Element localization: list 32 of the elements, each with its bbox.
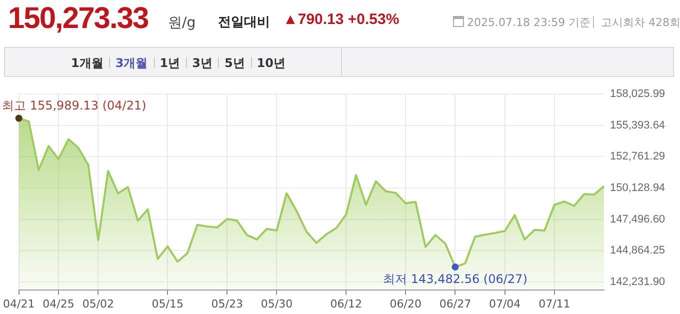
y-tick-label: 155,393.64 [610, 119, 666, 132]
x-tick-label: 07/04 [488, 297, 521, 310]
y-tick-label: 158,025.99 [610, 88, 666, 100]
annotation: 최고 155,989.13 (04/21) [2, 98, 146, 112]
y-tick-label: 142,231.90 [610, 276, 666, 288]
x-tick-label: 06/20 [390, 297, 422, 310]
x-tick-label: 05/30 [260, 297, 293, 310]
y-tick-label: 150,128.94 [610, 182, 666, 194]
text: 10년 [256, 55, 286, 72]
text: 3년 [192, 55, 212, 72]
x-tick-label: 05/02 [82, 297, 114, 310]
text: 1년 [160, 55, 180, 72]
y-tick-label: 147,496.60 [610, 213, 666, 226]
x-tick-label: 05/15 [152, 297, 184, 310]
text: 전일대비 [218, 14, 270, 31]
y-tick-label: 144,864.25 [610, 244, 666, 257]
text: 원/g [168, 14, 196, 32]
text: 1개월 [71, 55, 104, 72]
text: 2025.07.18 23:59 기준 [467, 15, 591, 30]
x-tick-label: 07/11 [538, 297, 570, 310]
x-tick-label: 06/27 [439, 297, 472, 310]
text: 5년 [224, 55, 245, 72]
text: 고시회차 428회 [601, 15, 680, 30]
annotation: 최저 143,482.56 (06/27) [383, 272, 528, 286]
x-tick-label: 06/12 [330, 297, 362, 310]
x-tick-label: 04/25 [42, 297, 74, 310]
text: 3개월 [115, 55, 148, 72]
x-tick-label: 05/23 [211, 297, 243, 310]
text: ▲790.13 +0.53% [283, 11, 400, 28]
chart-title: 150,273.33 [8, 2, 148, 36]
x-tick-label: 04/21 [3, 297, 35, 310]
y-tick-label: 152,761.29 [610, 150, 666, 163]
